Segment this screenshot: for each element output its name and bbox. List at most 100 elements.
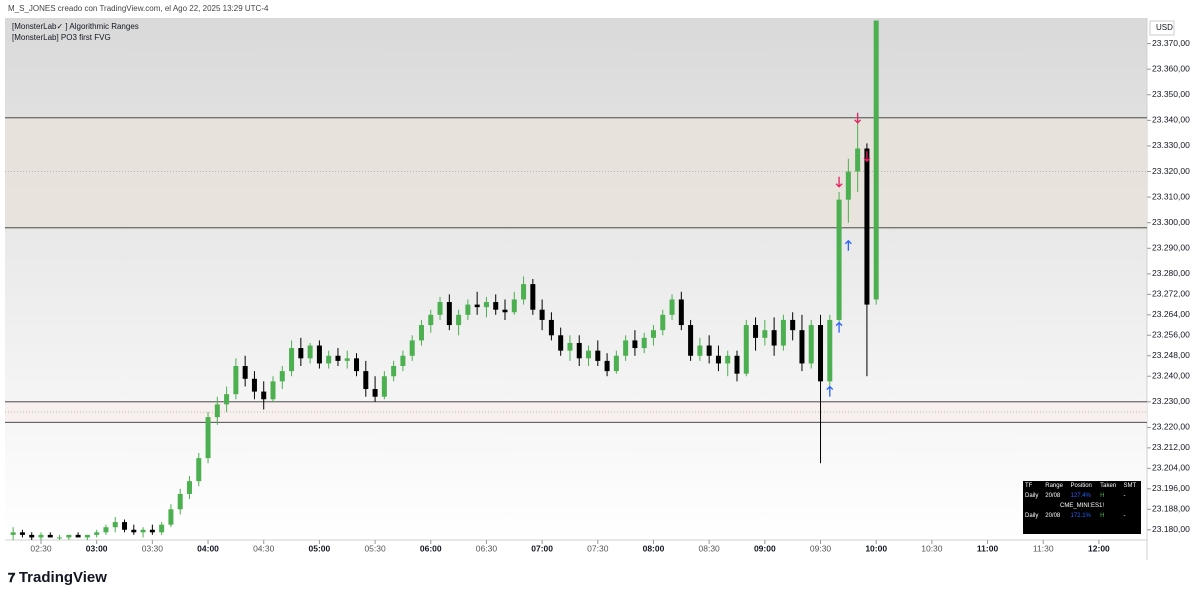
candle-body	[326, 355, 332, 364]
brand-logo: 𝟕 TradingView	[8, 569, 107, 586]
candle-body	[660, 314, 666, 331]
candle-body	[511, 299, 517, 313]
candle-body	[818, 325, 824, 382]
y-tick-label: 23.240,00	[1152, 370, 1190, 380]
candle-body	[391, 366, 397, 377]
candle-body	[465, 304, 471, 315]
candle-body	[474, 304, 480, 308]
candle-body	[595, 350, 601, 361]
signal-arrow	[844, 239, 852, 251]
candle-body	[688, 325, 694, 356]
candle-body	[29, 534, 35, 538]
y-tick-label: 23.212,00	[1152, 442, 1190, 452]
y-tick-label: 23.220,00	[1152, 422, 1190, 432]
cell: 172.1%	[1070, 513, 1091, 519]
candle-body	[122, 522, 128, 530]
candle-body	[10, 532, 16, 535]
candle-body	[242, 366, 248, 379]
candle-body	[641, 337, 647, 349]
candle-body	[521, 284, 527, 300]
candle-body	[363, 371, 369, 390]
candle-body	[177, 493, 183, 510]
candle-body	[456, 314, 462, 326]
x-tick-label: 06:30	[476, 543, 498, 553]
candle-body	[159, 524, 165, 533]
x-tick-label: 06:00	[420, 543, 442, 553]
candle-body	[103, 527, 109, 533]
indicator-label: [MonsterLab] PO3 first FVG	[12, 33, 111, 42]
x-tick-label: 03:00	[86, 543, 108, 553]
candle-body	[706, 345, 712, 356]
y-tick-label: 23.248,00	[1152, 350, 1190, 360]
plot	[5, 20, 1147, 540]
candle-body	[493, 302, 499, 310]
candle-body	[251, 378, 257, 392]
table-row: Daily 20/08 127.4% H -	[1023, 491, 1141, 501]
y-tick-label: 23.272,00	[1152, 289, 1190, 299]
candle-body	[483, 302, 489, 308]
y-tick-label: 23.264,00	[1152, 309, 1190, 319]
cell: Daily	[1025, 493, 1039, 499]
cell: Daily	[1025, 513, 1039, 519]
y-tick-label: 23.204,00	[1152, 463, 1190, 473]
candle-body	[38, 534, 44, 538]
candle-body	[224, 394, 230, 405]
candle-body	[354, 358, 360, 372]
signal-arrow	[854, 112, 862, 124]
candle-body	[548, 319, 554, 336]
candle-body	[437, 302, 443, 315]
candle-body	[790, 319, 796, 331]
table-row: CME_MINI:ES1!	[1023, 501, 1141, 511]
candle-body	[836, 199, 842, 320]
candle-body	[669, 299, 675, 315]
y-tick-label: 23.340,00	[1152, 115, 1190, 125]
y-tick-label: 23.290,00	[1152, 243, 1190, 253]
cell: H	[1100, 493, 1105, 499]
signal-arrow	[835, 321, 843, 333]
candle-body	[697, 345, 703, 356]
cell: 20/08	[1045, 513, 1061, 519]
x-tick-label: 11:30	[1033, 543, 1054, 553]
candle-body	[381, 376, 387, 397]
y-tick-label: 23.330,00	[1152, 140, 1190, 150]
candle-body	[94, 532, 100, 535]
x-tick-label: 02:30	[30, 543, 52, 553]
candle-body	[131, 529, 137, 533]
candle-body	[632, 340, 638, 349]
candle-body	[530, 284, 536, 310]
currency-box	[1149, 20, 1175, 36]
cell: 127.4%	[1070, 493, 1091, 499]
candle-body	[47, 534, 53, 538]
candle-body	[808, 325, 814, 364]
candle-body	[604, 360, 610, 372]
candle-body	[205, 417, 211, 459]
candle-body	[864, 148, 870, 305]
x-tick-label: 07:00	[531, 543, 553, 553]
candle-body	[196, 458, 202, 482]
y-tick-label: 23.230,00	[1152, 396, 1190, 406]
candle-body	[84, 534, 90, 538]
candle-body	[400, 355, 406, 366]
signal-arrow	[835, 176, 843, 188]
x-tick-label: 12:00	[1088, 543, 1110, 553]
y-tick-label: 23.280,00	[1152, 268, 1190, 278]
candle-body	[715, 355, 721, 364]
candle-body	[762, 330, 768, 338]
x-tick-label: 08:30	[699, 543, 721, 553]
x-tick-label: 05:30	[364, 543, 386, 553]
candle-body	[743, 325, 749, 374]
y-tick-label: 23.350,00	[1152, 89, 1190, 99]
cell: -	[1123, 493, 1126, 499]
candle-body	[66, 534, 72, 538]
candle-body	[289, 348, 295, 372]
y-tick-label: 23.360,00	[1152, 63, 1190, 73]
y-tick-label: 23.256,00	[1152, 330, 1190, 340]
candle-body	[168, 509, 174, 525]
cell: SMT	[1123, 483, 1137, 489]
x-tick-label: 04:00	[197, 543, 219, 553]
signal-arrow	[863, 151, 871, 163]
cell: Range	[1045, 483, 1063, 489]
candle-body	[725, 355, 731, 364]
